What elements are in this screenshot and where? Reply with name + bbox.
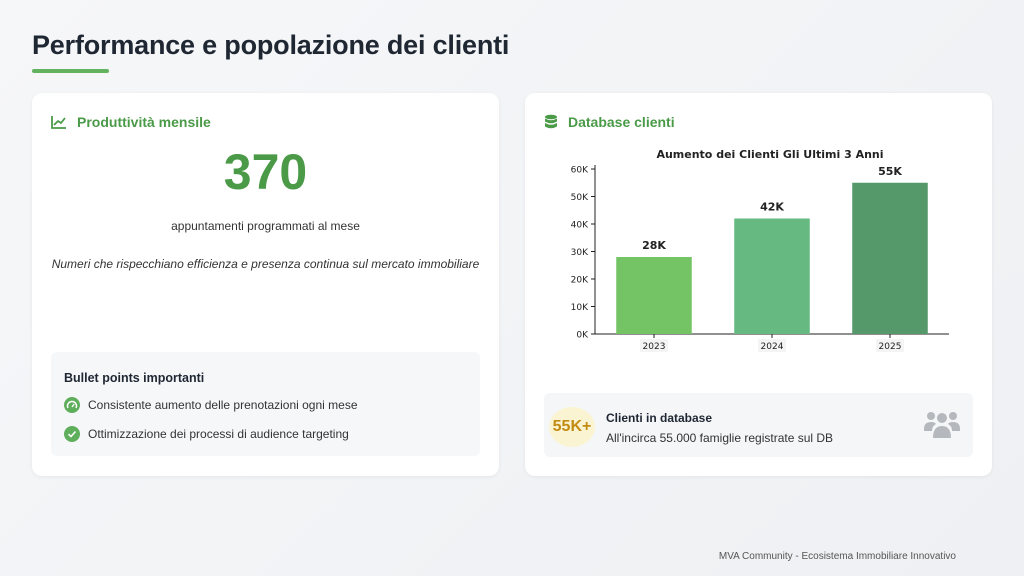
footer: MVA Community - Ecosistema Immobiliare I… bbox=[718, 551, 956, 562]
clients-chart: Aumento dei Clienti Gli Ultimi 3 Anni 0K… bbox=[544, 143, 974, 413]
y-tick-label: 20K bbox=[571, 276, 589, 286]
gauge-icon bbox=[64, 397, 80, 413]
clients-badge-label: 55K+ bbox=[552, 418, 592, 435]
bar-2024 bbox=[734, 218, 810, 334]
bar-2025 bbox=[852, 182, 928, 334]
bullet-item: Ottimizzazione dei processi di audience … bbox=[64, 426, 349, 442]
database-icon bbox=[544, 114, 558, 130]
check-circle-icon bbox=[64, 426, 80, 442]
x-tick-label-bg bbox=[640, 339, 668, 352]
bullet-item: Consistente aumento delle prenotazioni o… bbox=[64, 397, 358, 413]
x-tick-label: 2023 bbox=[643, 342, 666, 352]
database-summary-description: All'incirca 55.000 famiglie registrate s… bbox=[606, 431, 834, 445]
x-tick-label: 2024 bbox=[761, 342, 784, 352]
y-tick-label: 40K bbox=[571, 221, 589, 231]
appointments-count: 370 bbox=[223, 144, 308, 200]
y-tick-label: 30K bbox=[571, 248, 589, 258]
productivity-note: Numeri che rispecchiano efficienza e pre… bbox=[51, 257, 480, 271]
x-tick-label-bg bbox=[876, 339, 904, 352]
bullet-points-title: Bullet points importanti bbox=[64, 371, 205, 385]
bar-value-label: 55K bbox=[878, 165, 902, 178]
y-tick-label: 0K bbox=[576, 331, 589, 341]
bullet-text: Consistente aumento delle prenotazioni o… bbox=[88, 398, 358, 412]
x-tick-label-bg bbox=[758, 339, 786, 352]
page-title: Performance e popolazione dei clienti bbox=[32, 30, 510, 60]
bar-value-label: 28K bbox=[642, 239, 666, 252]
database-summary-title: Clienti in database bbox=[606, 411, 713, 425]
bullet-text: Ottimizzazione dei processi di audience … bbox=[88, 427, 349, 441]
productivity-header: Produttività mensile bbox=[51, 114, 211, 130]
bar-value-label: 42K bbox=[760, 201, 784, 214]
bar-2023 bbox=[616, 257, 692, 334]
client-database-card: Database clienti Aumento dei Clienti Gli… bbox=[525, 93, 992, 476]
y-tick-label: 50K bbox=[571, 193, 589, 203]
y-tick-label: 60K bbox=[571, 166, 589, 176]
clients-badge: 55K+ bbox=[549, 407, 595, 447]
x-tick-label: 2025 bbox=[879, 342, 902, 352]
database-header: Database clienti bbox=[544, 114, 675, 130]
clients-bar-chart: Aumento dei Clienti Gli Ultimi 3 Anni 0K… bbox=[571, 148, 949, 352]
y-tick-label: 10K bbox=[571, 303, 589, 313]
line-chart-icon bbox=[51, 115, 67, 129]
productivity-card: Produttività mensile 370 appuntamenti pr… bbox=[32, 93, 499, 476]
database-header-label: Database clienti bbox=[568, 114, 675, 130]
title-underline bbox=[32, 69, 109, 73]
database-summary: 55K+ Clienti in database All'incirca 55.… bbox=[544, 393, 973, 457]
chart-title: Aumento dei Clienti Gli Ultimi 3 Anni bbox=[656, 148, 883, 161]
users-icon bbox=[923, 409, 961, 444]
bullet-points-box: Bullet points importanti Consistente aum… bbox=[51, 352, 480, 456]
appointments-caption: appuntamenti programmati al mese bbox=[171, 219, 360, 233]
productivity-header-label: Produttività mensile bbox=[77, 114, 211, 130]
